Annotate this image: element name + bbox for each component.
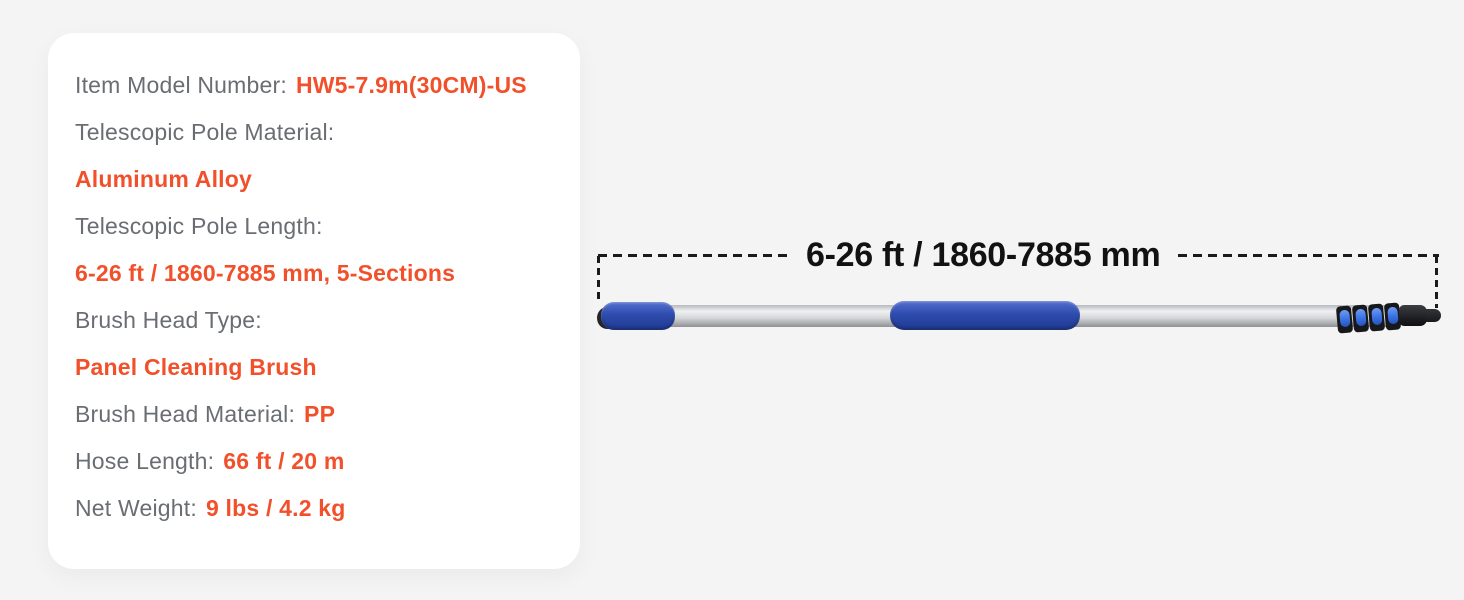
spec-value: PP bbox=[304, 401, 336, 427]
dimension-extension-line-right bbox=[1435, 256, 1438, 308]
pole-tip bbox=[1425, 309, 1441, 322]
spec-row-hose-length: Hose Length: 66 ft / 20 m bbox=[75, 438, 580, 485]
spec-value: 6-26 ft / 1860-7885 mm, 5-Sections bbox=[75, 260, 456, 286]
pole-middle-foam-grip bbox=[890, 301, 1080, 330]
dimension-line-left-segment bbox=[598, 253, 788, 257]
dimension-label: 6-26 ft / 1860-7885 mm bbox=[806, 235, 1161, 274]
clamp-lever bbox=[1354, 308, 1367, 327]
spec-value: Aluminum Alloy bbox=[75, 166, 253, 192]
spec-row-model-number: Item Model Number: HW5-7.9m(30CM)-US bbox=[75, 62, 580, 109]
dimension-extension-line-left bbox=[597, 256, 600, 303]
spec-label: Brush Head Material: bbox=[75, 401, 296, 427]
spec-row-pole-length-label: Telescopic Pole Length: bbox=[75, 203, 580, 250]
flip-lock-clamp bbox=[1351, 304, 1370, 333]
dimension-line-right-segment bbox=[1178, 253, 1439, 257]
spec-label: Item Model Number: bbox=[75, 72, 287, 98]
spec-label: Hose Length: bbox=[75, 448, 215, 474]
spec-row-pole-material-value: Aluminum Alloy bbox=[75, 156, 580, 203]
spec-row-brush-type-value: Panel Cleaning Brush bbox=[75, 344, 580, 391]
spec-card: Item Model Number: HW5-7.9m(30CM)-US Tel… bbox=[48, 33, 580, 569]
spec-label: Brush Head Type: bbox=[75, 307, 262, 333]
clamp-lever bbox=[1386, 306, 1399, 325]
clamp-lever bbox=[1370, 307, 1383, 326]
flip-lock-clamp bbox=[1367, 303, 1386, 332]
spec-row-pole-length-value: 6-26 ft / 1860-7885 mm, 5-Sections bbox=[75, 250, 580, 297]
spec-value: Panel Cleaning Brush bbox=[75, 354, 317, 380]
spec-row-pole-material-label: Telescopic Pole Material: bbox=[75, 109, 580, 156]
spec-label: Net Weight: bbox=[75, 495, 197, 521]
spec-value: 66 ft / 20 m bbox=[223, 448, 345, 474]
spec-row-net-weight: Net Weight: 9 lbs / 4.2 kg bbox=[75, 485, 580, 532]
clamp-lever bbox=[1338, 309, 1351, 328]
spec-value: HW5-7.9m(30CM)-US bbox=[295, 72, 527, 98]
spec-label: Telescopic Pole Material: bbox=[75, 119, 335, 145]
spec-row-brush-material: Brush Head Material: PP bbox=[75, 391, 580, 438]
spec-row-brush-type-label: Brush Head Type: bbox=[75, 297, 580, 344]
pole-handle-end bbox=[1399, 305, 1427, 326]
flip-lock-clamp bbox=[1335, 305, 1354, 334]
pole-left-foam-grip bbox=[601, 302, 675, 330]
spec-value: 9 lbs / 4.2 kg bbox=[205, 495, 346, 521]
spec-label: Telescopic Pole Length: bbox=[75, 213, 323, 239]
dimension-annotation: 6-26 ft / 1860-7885 mm bbox=[598, 234, 1439, 276]
